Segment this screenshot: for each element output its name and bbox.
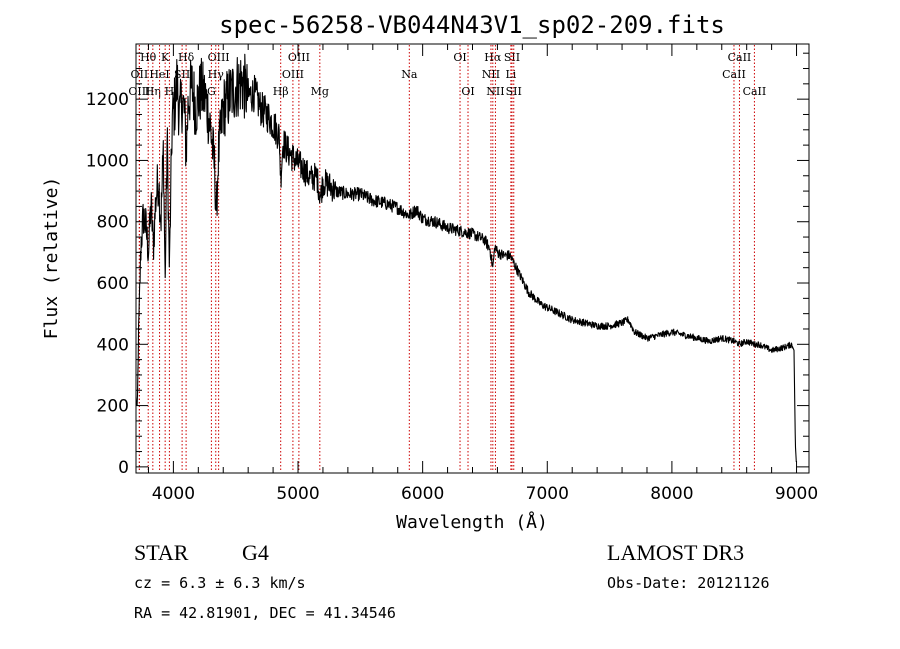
y-tick-label-1000: 1000 (86, 151, 129, 171)
line-marker-label-27: CaII (743, 85, 767, 98)
line-marker-label-20: NII (482, 68, 500, 81)
line-marker-label-9: OIII (208, 51, 230, 64)
axis-ticks: 4000 5000 6000 7000 8000 9000 0 200 400 600 800 100… (86, 44, 818, 504)
line-marker-label-5: K (161, 51, 170, 64)
line-marker-label-12: OIII (288, 51, 310, 64)
y-axis-label: Flux (relative) (41, 177, 62, 340)
y-tick-label-0: 0 (118, 458, 129, 478)
obs-date-text: Obs-Date: 20121126 (607, 574, 770, 592)
line-marker-label-11: G (207, 85, 216, 98)
line-marker-label-10: Hγ (208, 68, 225, 81)
y-tick-label-600: 600 (97, 274, 129, 294)
line-marker-label-22: SII (504, 51, 520, 64)
line-marker-label-2: OIII (128, 85, 150, 98)
line-marker-label-4: HeI (149, 68, 169, 81)
plot-frame (135, 43, 810, 474)
redshift-text: cz = 6.3 ± 6.3 km/s (134, 574, 306, 592)
y-tick-label-200: 200 (97, 397, 129, 417)
line-marker-label-7: H (165, 85, 175, 98)
line-marker-label-17: OI (453, 51, 466, 64)
chart-title: spec-56258-VB044N43V1_sp02-209.fits (219, 11, 725, 39)
x-tick-label-9000: 9000 (775, 484, 818, 504)
y-tick-label-1200: 1200 (86, 90, 129, 110)
line-marker-label-15: Mg (311, 85, 329, 98)
x-tick-label-4000: 4000 (152, 484, 195, 504)
line-marker-label-21: NII (486, 85, 504, 98)
x-tick-label-5000: 5000 (276, 484, 319, 504)
coordinates-text: RA = 42.81901, DEC = 41.34546 (134, 604, 396, 622)
line-marker-label-26: CaII (722, 68, 746, 81)
line-marker-label-19: Hα (484, 51, 502, 64)
x-axis-label: Wavelength (Å) (396, 511, 548, 533)
y-tick-label-400: 400 (97, 335, 129, 355)
line-marker-label-8: Hδ (178, 51, 195, 64)
line-marker-label-23: Li (505, 68, 516, 81)
object-subclass: G4 (242, 540, 269, 565)
x-tick-label-6000: 6000 (401, 484, 444, 504)
line-marker-label-14: Hβ (273, 85, 289, 98)
survey-label: LAMOST DR3 (607, 540, 745, 565)
y-tick-label-800: 800 (97, 213, 129, 233)
spectrum-series-line (135, 53, 797, 463)
line-marker-label-16: Na (401, 68, 418, 81)
line-marker-label-18: OI (461, 85, 474, 98)
series-layer (135, 53, 797, 463)
x-tick-label-7000: 7000 (526, 484, 569, 504)
x-tick-label-8000: 8000 (650, 484, 693, 504)
line-marker-label-24: SII (506, 85, 522, 98)
line-marker-label-3: Hη (145, 85, 161, 98)
line-marker-label-25: CaII (728, 51, 752, 64)
object-class: STAR (134, 540, 189, 565)
line-marker-label-0: Hθ (140, 51, 157, 64)
line-marker-label-13: OIII (282, 68, 304, 81)
